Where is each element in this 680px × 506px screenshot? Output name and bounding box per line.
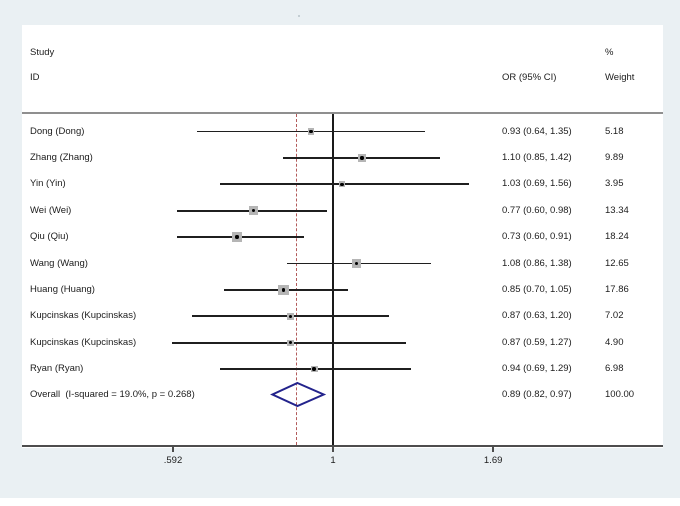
point-estimate-dot: [354, 261, 359, 266]
overall-label: Overall (I-squared = 19.0%, p = 0.268): [30, 388, 195, 400]
study-or-ci-value: 0.85 (0.70, 1.05): [502, 283, 572, 295]
pooled-estimate-dashed-line: [296, 113, 298, 445]
study-or-ci-value: 1.10 (0.85, 1.42): [502, 151, 572, 163]
point-estimate-dot: [340, 182, 344, 186]
point-estimate-dot: [288, 314, 293, 318]
null-effect-line: [332, 113, 334, 445]
study-weight-value: 6.98: [605, 363, 624, 375]
stray-mark: [298, 15, 300, 17]
header-separator-line: [22, 112, 663, 114]
x-axis-tick: [172, 445, 174, 452]
study-weight-value: 5.18: [605, 125, 624, 137]
study-weight-value: 9.89: [605, 151, 624, 163]
column-header-id: ID: [30, 72, 40, 83]
study-label: Huang (Huang): [30, 283, 95, 295]
study-weight-value: 13.34: [605, 204, 629, 216]
x-axis-tick-label: .592: [163, 455, 183, 466]
x-axis-tick: [332, 445, 334, 452]
study-weight-value: 3.95: [605, 178, 624, 190]
study-label: Wang (Wang): [30, 257, 88, 269]
study-label: Ryan (Ryan): [30, 363, 84, 375]
study-label: Yin (Yin): [30, 178, 66, 190]
study-label: Kupcinskas (Kupcinskas): [30, 336, 137, 348]
x-axis-line: [22, 445, 663, 448]
study-or-ci-value: 1.08 (0.86, 1.38): [502, 257, 572, 269]
study-label: Zhang (Zhang): [30, 151, 93, 163]
column-header-study: Study: [30, 47, 55, 58]
x-axis-tick-label: 1: [330, 455, 336, 466]
plot-panel: [22, 25, 663, 448]
study-or-ci-value: 0.87 (0.59, 1.27): [502, 336, 572, 348]
column-header-or-ci: OR (95% CI): [502, 72, 557, 83]
point-estimate-dot: [281, 288, 286, 292]
point-estimate-dot: [235, 235, 239, 239]
point-estimate-dot: [360, 156, 364, 160]
study-or-ci-value: 0.94 (0.69, 1.29): [502, 363, 572, 375]
study-label: Kupcinskas (Kupcinskas): [30, 310, 137, 322]
point-estimate-dot: [251, 209, 255, 213]
study-weight-value: 18.24: [605, 231, 629, 243]
study-or-ci-value: 0.77 (0.60, 0.98): [502, 204, 572, 216]
study-weight-value: 4.90: [605, 336, 624, 348]
study-weight-value: 7.02: [605, 310, 624, 322]
study-label: Qiu (Qiu): [30, 231, 69, 243]
point-estimate-dot: [312, 367, 316, 371]
study-or-ci-value: 0.87 (0.63, 1.20): [502, 310, 572, 322]
study-weight-value: 17.86: [605, 283, 629, 295]
study-label: Wei (Wei): [30, 204, 72, 216]
study-or-ci-value: 0.93 (0.64, 1.35): [502, 125, 572, 137]
point-estimate-dot: [309, 129, 313, 134]
x-axis-tick: [492, 445, 494, 452]
study-weight-value: 12.65: [605, 257, 629, 269]
study-or-ci-value: 1.03 (0.69, 1.56): [502, 178, 572, 190]
column-header-percent: %: [605, 47, 614, 58]
overall-weight-value: 100.00: [605, 388, 635, 400]
column-header-weight: Weight: [605, 72, 635, 83]
study-label: Dong (Dong): [30, 125, 85, 137]
overall-or-ci-value: 0.89 (0.82, 0.97): [502, 388, 572, 400]
point-estimate-dot: [288, 341, 293, 345]
study-or-ci-value: 0.73 (0.60, 0.91): [502, 231, 572, 243]
x-axis-tick-label: 1.69: [483, 455, 503, 466]
